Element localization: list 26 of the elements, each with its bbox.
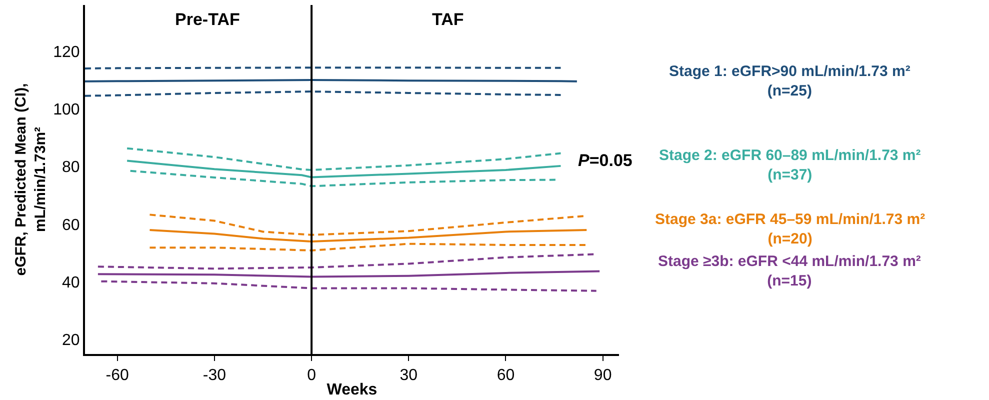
annotation: P=0.05 — [578, 151, 632, 170]
line-series — [126, 160, 562, 178]
x-tick-label: -60 — [106, 367, 130, 384]
line-series — [100, 280, 598, 292]
annotation: TAF — [432, 10, 464, 29]
y-axis-title: eGFR, Predicted Mean (CI), mL/min/1.73m² — [12, 83, 49, 276]
line-series — [148, 242, 588, 252]
annotation: Pre-TAF — [175, 10, 240, 29]
text: Stage ≥3b: eGFR <44 mL/min/1.73 m² (n=15) — [658, 253, 921, 290]
y-tick-label: 20 — [62, 332, 80, 350]
y-tick-label: 80 — [62, 159, 80, 176]
x-axis-title: Weeks — [326, 381, 378, 398]
y-tick-label: 120 — [53, 44, 80, 61]
y-tick-label: 40 — [62, 274, 80, 292]
x-tick-label: 0 — [307, 367, 316, 384]
y-tick-label: 100 — [53, 101, 80, 118]
line-series — [126, 147, 562, 171]
x-tick-label: 30 — [400, 367, 418, 384]
line-series — [148, 228, 588, 243]
x-tick-label: 90 — [594, 367, 612, 384]
text: Stage 3a: eGFR 45–59 mL/min/1.73 m² (n=20) — [655, 211, 926, 248]
x-tick-label: -30 — [202, 367, 226, 384]
text: Stage 2: eGFR 60–89 mL/min/1.73 m² (n=37) — [659, 147, 921, 184]
text: Stage 1: eGFR>90 mL/min/1.73 m² (n=25) — [669, 63, 910, 100]
x-tick-label: 60 — [496, 367, 515, 384]
y-tick-label: 60 — [62, 216, 80, 234]
